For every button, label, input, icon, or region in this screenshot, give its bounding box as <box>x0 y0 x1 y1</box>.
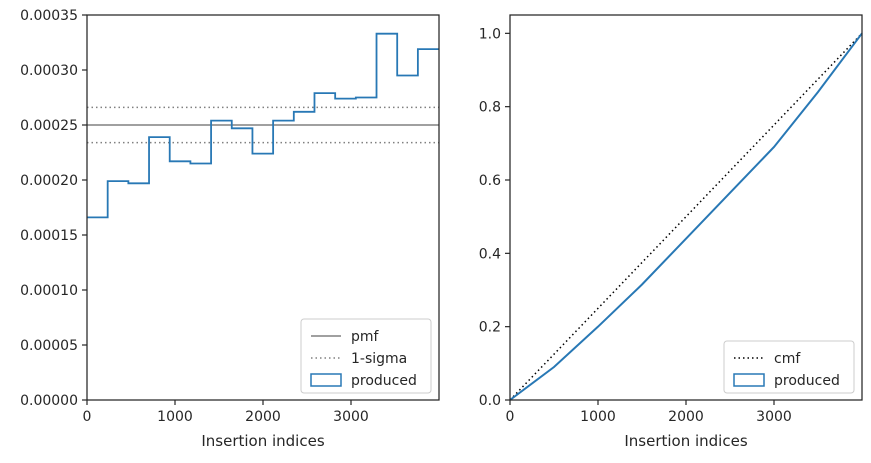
legend-label: pmf <box>351 329 380 345</box>
produced-line <box>509 32 863 401</box>
legend-label: cmf <box>774 351 801 367</box>
legend-frame <box>723 340 855 394</box>
x-axis-label: Insertion indices <box>624 432 747 450</box>
y-tick-label: 0.6 <box>479 173 501 189</box>
legend-handle <box>310 373 342 387</box>
legend-label: produced <box>351 373 417 389</box>
histogram-panel: 0.00000 0.00005 0.00010 0.00015 0.00020 0.000… <box>20 8 440 450</box>
legend-label: produced <box>774 373 840 389</box>
axes-frame <box>509 14 863 401</box>
y-tick-label: 0.00030 <box>20 63 78 79</box>
y-tick-label: 0.00025 <box>20 118 78 134</box>
x-tick-label: 3000 <box>333 409 369 425</box>
y-tick-label: 0.4 <box>479 246 501 262</box>
y-axis-ticks: 0.00000 0.00005 0.00010 0.00015 0.00020 0.000… <box>20 8 87 409</box>
x-tick-label: 2000 <box>668 409 704 425</box>
x-tick-label: 2000 <box>245 409 281 425</box>
y-tick-label: 1.0 <box>479 26 501 42</box>
cdf-panel: 0.0 0.2 0.4 0.6 0.8 1.0 0 1000 2000 3000 Inserti… <box>479 14 863 450</box>
x-axis-ticks: 0 1000 2000 3000 <box>506 400 792 425</box>
x-tick-label: 0 <box>83 409 92 425</box>
y-tick-label: 0.00005 <box>20 338 78 354</box>
histogram-step-line <box>87 32 439 219</box>
y-tick-label: 0.00010 <box>20 283 78 299</box>
y-axis-ticks: 0.0 0.2 0.4 0.6 0.8 1.0 <box>479 26 510 409</box>
y-tick-label: 0.00035 <box>20 8 78 24</box>
plot-area <box>509 32 863 401</box>
x-tick-label: 1000 <box>580 409 616 425</box>
y-tick-label: 0.8 <box>479 100 501 116</box>
legend-label: 1-sigma <box>351 351 407 367</box>
axes-frame <box>86 14 440 401</box>
legend-handle <box>733 373 765 387</box>
cmf-line <box>509 32 863 401</box>
x-tick-label: 1000 <box>157 409 193 425</box>
y-tick-label: 0.00020 <box>20 173 78 189</box>
y-tick-label: 0.0 <box>479 393 501 409</box>
reference-lines <box>87 106 439 144</box>
y-tick-label: 0.00000 <box>20 393 78 409</box>
x-axis-ticks: 0 1000 2000 3000 <box>83 400 369 425</box>
plot-area <box>87 32 439 219</box>
y-tick-label: 0.2 <box>479 320 501 336</box>
x-axis-label: Insertion indices <box>201 432 324 450</box>
y-tick-label: 0.00015 <box>20 228 78 244</box>
x-tick-label: 3000 <box>756 409 792 425</box>
legend: cmf produced <box>723 340 855 394</box>
x-tick-label: 0 <box>506 409 515 425</box>
legend: pmf 1-sigma produced <box>300 318 432 394</box>
